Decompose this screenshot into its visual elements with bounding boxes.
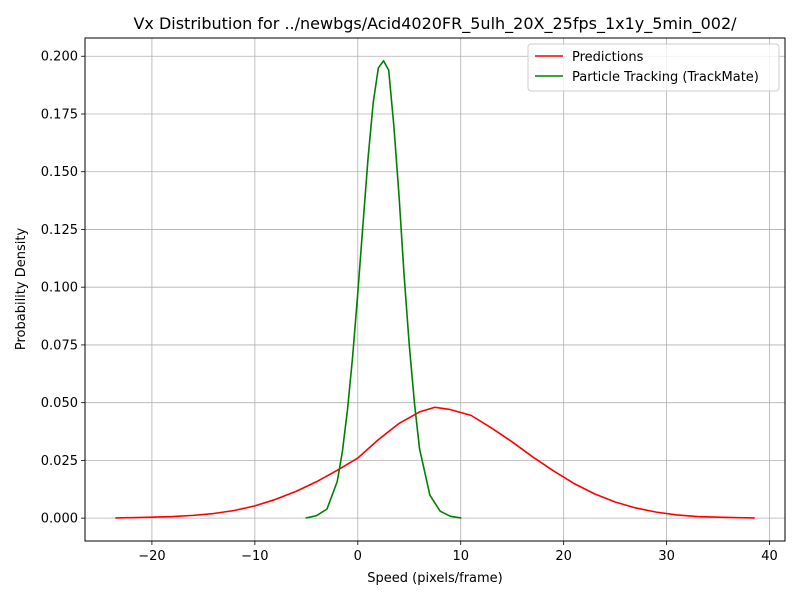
x-axis-label: Speed (pixels/frame) [367,571,503,586]
chart-title: Vx Distribution for ../newbgs/Acid4020FR… [133,14,737,34]
legend: Predictions Particle Tracking (TrackMate… [527,43,780,92]
x-tick-label: 30 [658,549,675,564]
series-line-particle-tracking-trackmate [305,60,462,519]
y-tick-label: 0.175 [41,107,78,122]
y-axis-ticks: 0.000 0.025 0.050 0.075 0.100 0.125 0.150 0.175… [41,50,85,527]
x-tick-label: −20 [138,549,165,564]
series-layer [115,60,755,519]
x-tick-label: 10 [452,549,469,564]
plot-frame [84,37,786,542]
legend-box [527,43,780,92]
x-tick-label: 0 [354,549,362,564]
grid [85,38,785,541]
y-tick-label: 0.075 [41,338,78,353]
x-tick-label: 20 [555,549,572,564]
legend-label-particle-tracking: Particle Tracking (TrackMate) [572,70,759,85]
y-tick-label: 0.200 [41,50,78,65]
y-tick-label: 0.025 [41,454,78,469]
series-line-predictions [115,406,755,519]
y-tick-label: 0.150 [41,165,78,180]
legend-label-predictions: Predictions [572,50,644,65]
y-tick-label: 0.125 [41,223,78,238]
y-axis-label: Probability Density [14,228,29,351]
x-tick-label: −10 [241,549,268,564]
y-tick-label: 0.000 [41,512,78,527]
y-tick-label: 0.050 [41,396,78,411]
x-axis-ticks: −20 −10 0 10 20 30 40 [138,541,778,564]
x-tick-label: 40 [761,549,778,564]
y-tick-label: 0.100 [41,281,78,296]
